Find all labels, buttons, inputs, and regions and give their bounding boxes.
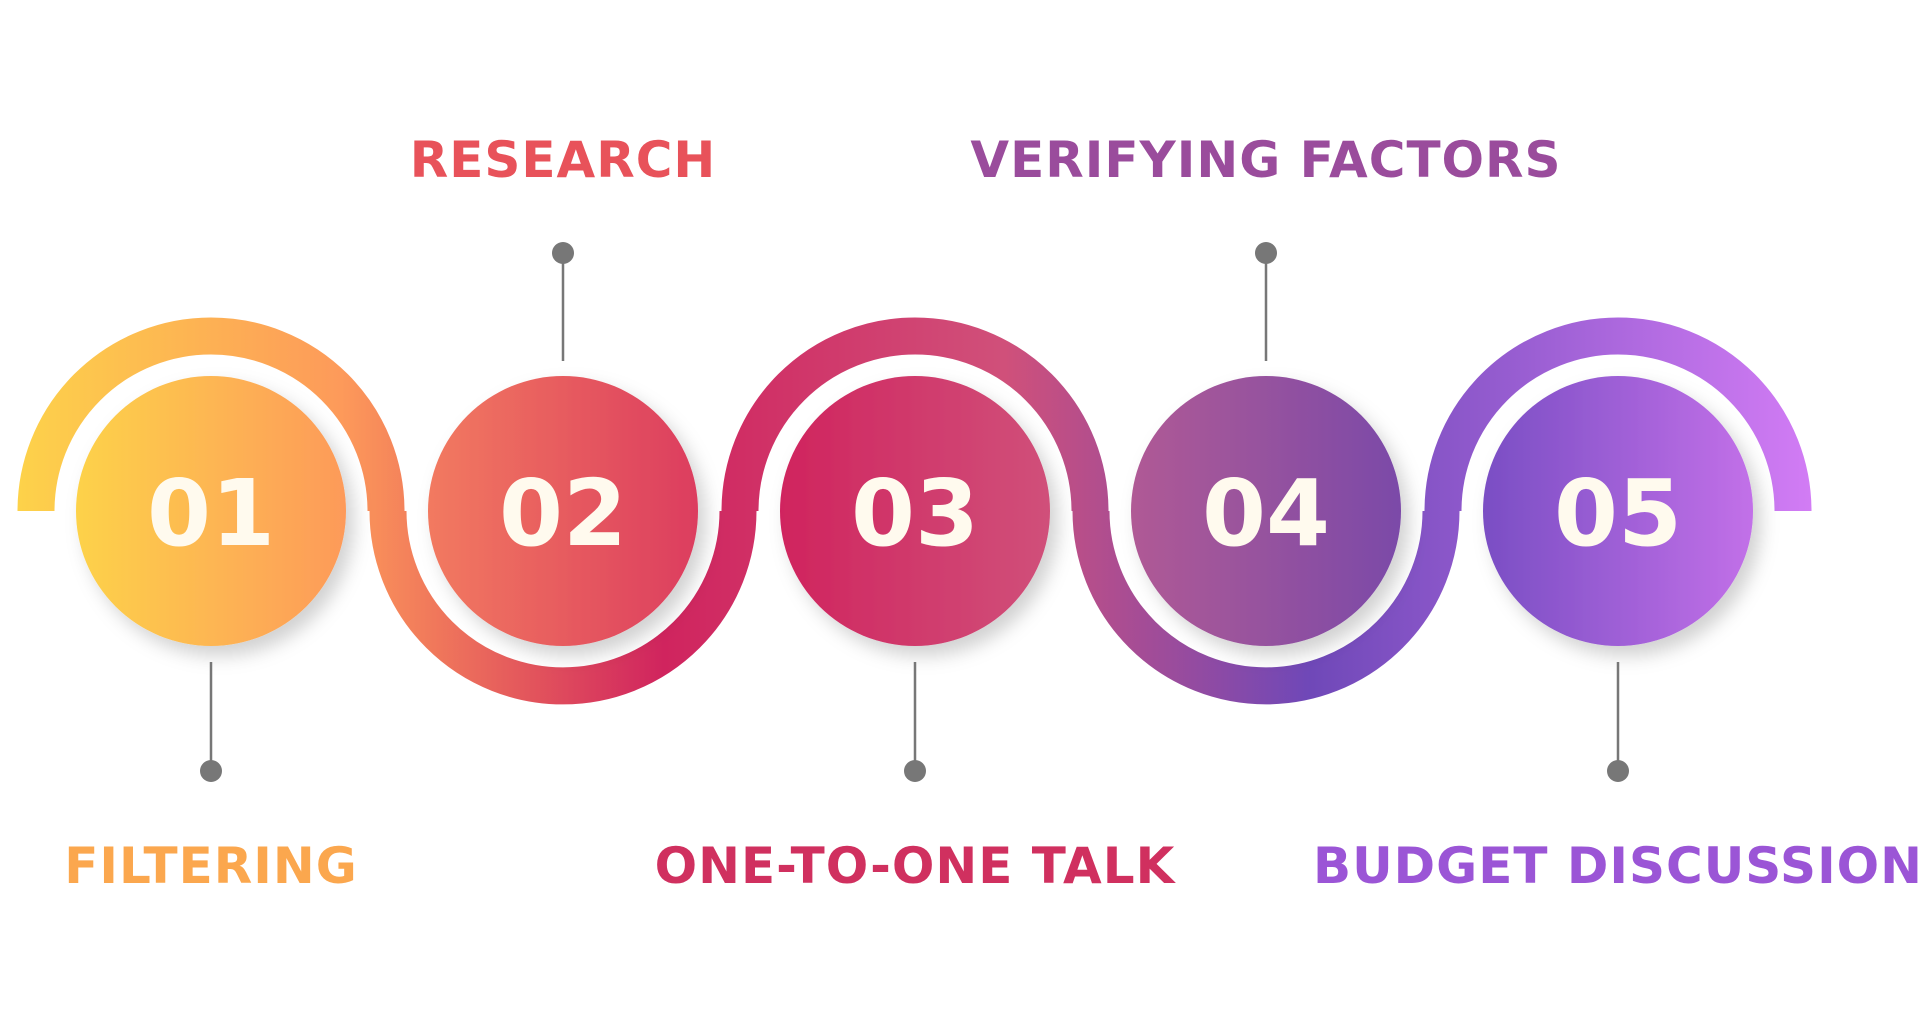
step-circle xyxy=(76,376,346,646)
wave-arc-segment xyxy=(1424,317,1812,512)
step-circle xyxy=(1483,376,1753,646)
step-label: RESEARCH xyxy=(410,131,717,189)
step-number: 01 xyxy=(147,460,275,567)
wave-arc-segment xyxy=(17,317,405,512)
step-label: ONE-TO-ONE TALK xyxy=(655,837,1177,895)
step-label: VERIFYING FACTORS xyxy=(970,131,1561,189)
connector-dot xyxy=(552,242,574,264)
connector-dot xyxy=(904,760,926,782)
connector-dot xyxy=(200,760,222,782)
wave-path xyxy=(17,317,1812,705)
step-number: 05 xyxy=(1554,460,1682,567)
wave-arc-segment xyxy=(1072,510,1460,705)
connector-dot xyxy=(1255,242,1277,264)
step-circle xyxy=(428,376,698,646)
step-label: FILTERING xyxy=(64,837,358,895)
step-number: 04 xyxy=(1202,460,1330,567)
connector-dot xyxy=(1607,760,1629,782)
step-circle xyxy=(1131,376,1401,646)
step-number: 03 xyxy=(851,460,979,567)
wave-arc-segment xyxy=(369,510,757,705)
step-label: BUDGET DISCUSSION xyxy=(1313,837,1920,895)
step-number: 02 xyxy=(499,460,627,567)
wave-arc-segment xyxy=(721,317,1109,512)
step-circle xyxy=(780,376,1050,646)
